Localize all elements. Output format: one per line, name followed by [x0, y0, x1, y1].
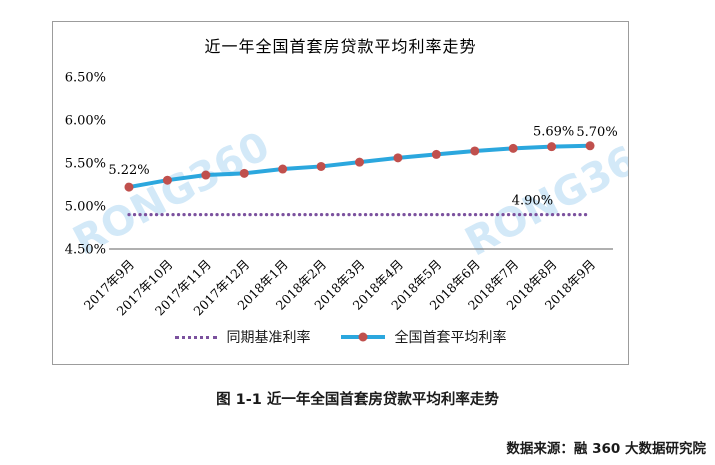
- data-point-marker: [393, 153, 403, 163]
- data-label: 4.90%: [512, 194, 553, 209]
- data-point-marker: [431, 149, 441, 159]
- y-tick-label: 6.00%: [65, 114, 106, 129]
- data-point-marker: [162, 175, 172, 185]
- data-point-marker: [239, 168, 249, 178]
- chart-title: 近一年全国首套房贷款平均利率走势: [204, 37, 477, 56]
- y-tick-label: 6.50%: [65, 71, 106, 86]
- data-point-marker: [508, 143, 518, 153]
- y-tick-label: 5.50%: [65, 157, 106, 172]
- figure-caption: 图 1-1 近一年全国首套房贷款平均利率走势: [216, 392, 499, 408]
- average-rate-line-swatch: [340, 332, 385, 342]
- data-label: 5.69%: [533, 125, 574, 140]
- legend-item-benchmark: 同期基准利率: [174, 327, 311, 347]
- marker-dot-icon: [358, 332, 367, 342]
- data-label: 5.70%: [576, 125, 617, 140]
- legend-item-average-rate: 全国首套平均利率: [340, 327, 507, 347]
- data-point-marker: [201, 170, 211, 180]
- benchmark-dotted-line-swatch: [174, 335, 217, 339]
- data-point-marker: [316, 161, 326, 171]
- data-point-marker: [585, 141, 595, 151]
- chart-frame: RONG360 RONG360 6.50% 6.00% 5.50% 5.00% 4.50% 2…: [52, 21, 629, 365]
- data-point-marker: [278, 164, 288, 174]
- data-point-marker: [124, 182, 134, 192]
- data-point-marker: [470, 146, 480, 156]
- chart-legend: 同期基准利率 全国首套平均利率: [53, 327, 628, 347]
- data-label: 5.22%: [108, 163, 149, 178]
- data-source-note: 数据来源：融 360 大数据研究院: [506, 441, 706, 457]
- y-tick-label: 4.50%: [65, 243, 106, 258]
- y-tick-label: 5.00%: [65, 200, 106, 215]
- line-chart: RONG360 RONG3606.50%6.00%5.50%5.00%4.50%2…: [65, 71, 628, 319]
- legend-label-benchmark: 同期基准利率: [226, 330, 311, 346]
- data-point-marker: [547, 142, 557, 152]
- data-point-marker: [355, 157, 365, 167]
- legend-label-average-rate: 全国首套平均利率: [394, 330, 507, 346]
